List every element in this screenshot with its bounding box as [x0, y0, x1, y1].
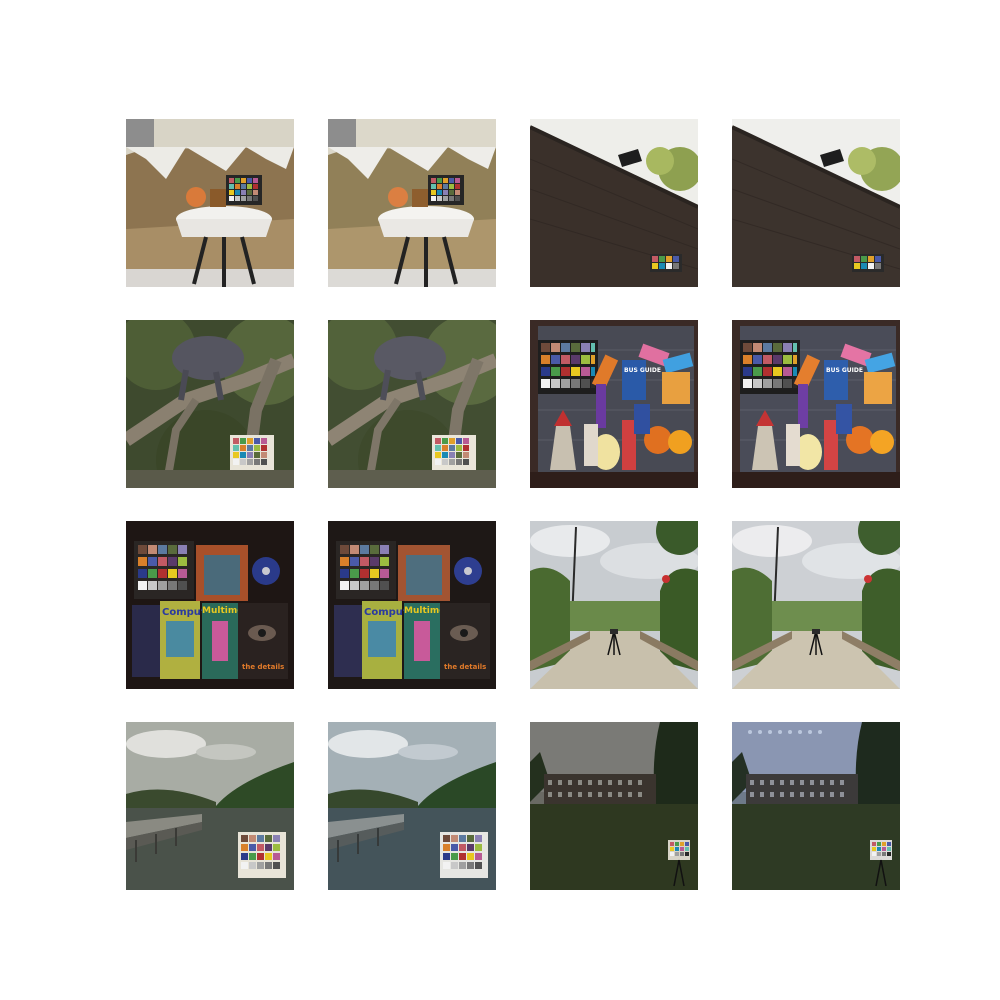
waterfront-image [328, 722, 496, 890]
brick-wall-image [530, 119, 698, 287]
magazines-image: Computer Multimedia the details [328, 521, 496, 689]
tree-sculpture-image [328, 320, 496, 488]
terrace-houses-image [530, 722, 698, 890]
details-text: the details [242, 663, 284, 671]
toys-image: BUS GUIDE [732, 320, 900, 488]
living-room-image [126, 119, 294, 287]
toys-image: BUS GUIDE [530, 320, 698, 488]
bus-guide-text: BUS GUIDE [826, 367, 863, 374]
terrace-houses-image [732, 722, 900, 890]
brick-wall-image [732, 119, 900, 287]
waterfront-image [126, 722, 294, 890]
tree-sculpture-image [126, 320, 294, 488]
magazines-image: Computer Multimedia the details [126, 521, 294, 689]
bus-guide-text: BUS GUIDE [624, 367, 661, 374]
garden-path-image [732, 521, 900, 689]
details-text: the details [444, 663, 486, 671]
garden-path-image [530, 521, 698, 689]
living-room-image [328, 119, 496, 287]
